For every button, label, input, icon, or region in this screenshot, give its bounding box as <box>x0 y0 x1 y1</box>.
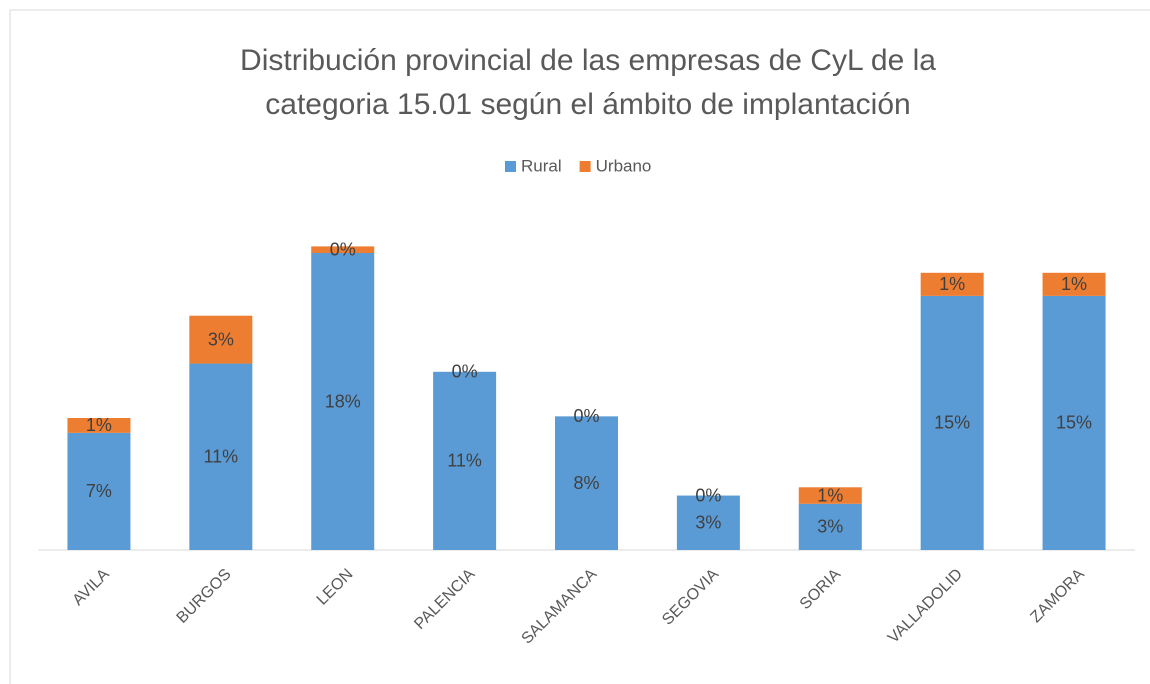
bar-segment <box>189 315 253 364</box>
data-label: 11% <box>203 447 238 467</box>
legend-swatch <box>505 161 516 172</box>
data-label: 1% <box>939 274 965 294</box>
chart-title: Distribución provincial de las empresas … <box>240 44 936 77</box>
legend-label: Rural <box>521 156 562 175</box>
bar-segment <box>798 487 862 504</box>
bar-segment <box>920 295 984 550</box>
data-label: 1% <box>86 415 112 435</box>
data-label: 0% <box>452 362 478 382</box>
data-label: 15% <box>934 413 970 433</box>
bar-segment <box>920 272 984 296</box>
legend-swatch <box>579 161 591 172</box>
bar-segment <box>555 416 618 550</box>
data-label: 0% <box>573 406 599 426</box>
legend-label: Urbano <box>596 156 652 175</box>
data-label: 3% <box>208 329 234 349</box>
bar-segment <box>67 432 131 550</box>
data-label: 1% <box>1061 274 1087 294</box>
data-label: 7% <box>86 481 112 501</box>
bar-segment <box>311 246 375 253</box>
bar-segment <box>67 418 131 433</box>
chart-title: categoria 15.01 según el ámbito de impla… <box>265 88 910 121</box>
bar-segment <box>798 503 862 550</box>
data-label: 15% <box>1056 413 1092 433</box>
data-label: 11% <box>447 451 482 471</box>
data-label: 0% <box>330 239 356 259</box>
data-label: 18% <box>325 391 361 411</box>
data-label: 8% <box>573 473 599 493</box>
bar-segment <box>1042 272 1106 296</box>
bar-segment <box>311 253 375 550</box>
data-label: 3% <box>817 517 843 537</box>
bar-segment <box>433 371 497 550</box>
data-label: 3% <box>695 513 721 533</box>
data-label: 0% <box>695 485 721 505</box>
bar-segment <box>1042 295 1106 550</box>
data-label: 1% <box>817 485 843 505</box>
bar-segment <box>189 363 253 550</box>
bar-segment <box>676 495 740 550</box>
